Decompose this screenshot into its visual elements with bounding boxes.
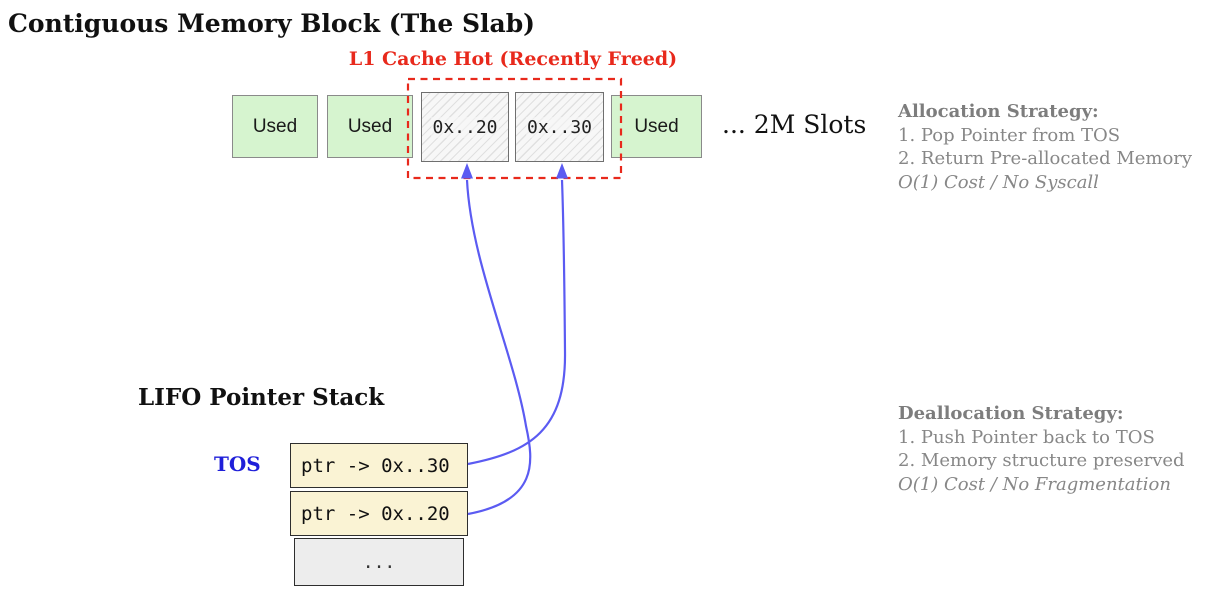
- allocation-step-1: 1. Pop Pointer from TOS: [898, 124, 1121, 146]
- deallocation-step-1: 1. Push Pointer back to TOS: [898, 426, 1155, 448]
- allocation-cost-note: O(1) Cost / No Syscall: [898, 171, 1099, 193]
- stack-entry-second: ptr -> 0x..20: [290, 491, 468, 536]
- tos-label: TOS: [214, 452, 261, 476]
- slab-slot-free-0x20: 0x..20: [421, 92, 509, 162]
- slab-slot-used-3: Used: [611, 95, 702, 158]
- slab-slot-used-2: Used: [327, 95, 413, 158]
- diagram-title: Contiguous Memory Block (The Slab): [8, 9, 536, 38]
- slab-slot-used-1: Used: [232, 95, 318, 158]
- more-slots-label: ... 2M Slots: [722, 110, 867, 139]
- allocation-step-2: 2. Return Pre-allocated Memory: [898, 148, 1193, 169]
- slot-label: 0x..20: [431, 116, 499, 138]
- deallocation-cost-note: O(1) Cost / No Fragmentation: [898, 473, 1171, 495]
- arrow-tos-to-slot-0x30: [467, 179, 567, 466]
- allocation-strategy-title: Allocation Strategy:: [898, 101, 1099, 122]
- stack-more-label: ...: [362, 551, 396, 573]
- deallocation-step-2: 2. Memory structure preserved: [898, 450, 1185, 471]
- arrowhead-slot-0x20: [461, 163, 473, 179]
- stack-entry-top: ptr -> 0x..30: [290, 443, 468, 488]
- slot-label: 0x..30: [525, 116, 594, 138]
- slot-label: Used: [347, 115, 393, 137]
- deallocation-strategy-title: Deallocation Strategy:: [898, 403, 1124, 424]
- deallocation-strategy-note: Deallocation Strategy: 1. Push Pointer b…: [898, 402, 1218, 496]
- slot-label: Used: [252, 115, 298, 137]
- cache-hot-label: L1 Cache Hot (Recently Freed): [348, 48, 678, 70]
- stack-entry-label: ptr -> 0x..20: [301, 502, 450, 525]
- stack-more-entries: ...: [294, 538, 464, 586]
- arrow-stack-to-slot-0x20: [465, 179, 532, 516]
- allocation-strategy-note: Allocation Strategy: 1. Pop Pointer from…: [898, 100, 1218, 194]
- slot-label: Used: [634, 115, 679, 137]
- stack-entry-label: ptr -> 0x..30: [301, 454, 450, 477]
- lifo-stack-title: LIFO Pointer Stack: [138, 384, 385, 411]
- slab-slot-free-0x30: 0x..30: [515, 92, 604, 162]
- arrowhead-slot-0x30: [556, 163, 568, 179]
